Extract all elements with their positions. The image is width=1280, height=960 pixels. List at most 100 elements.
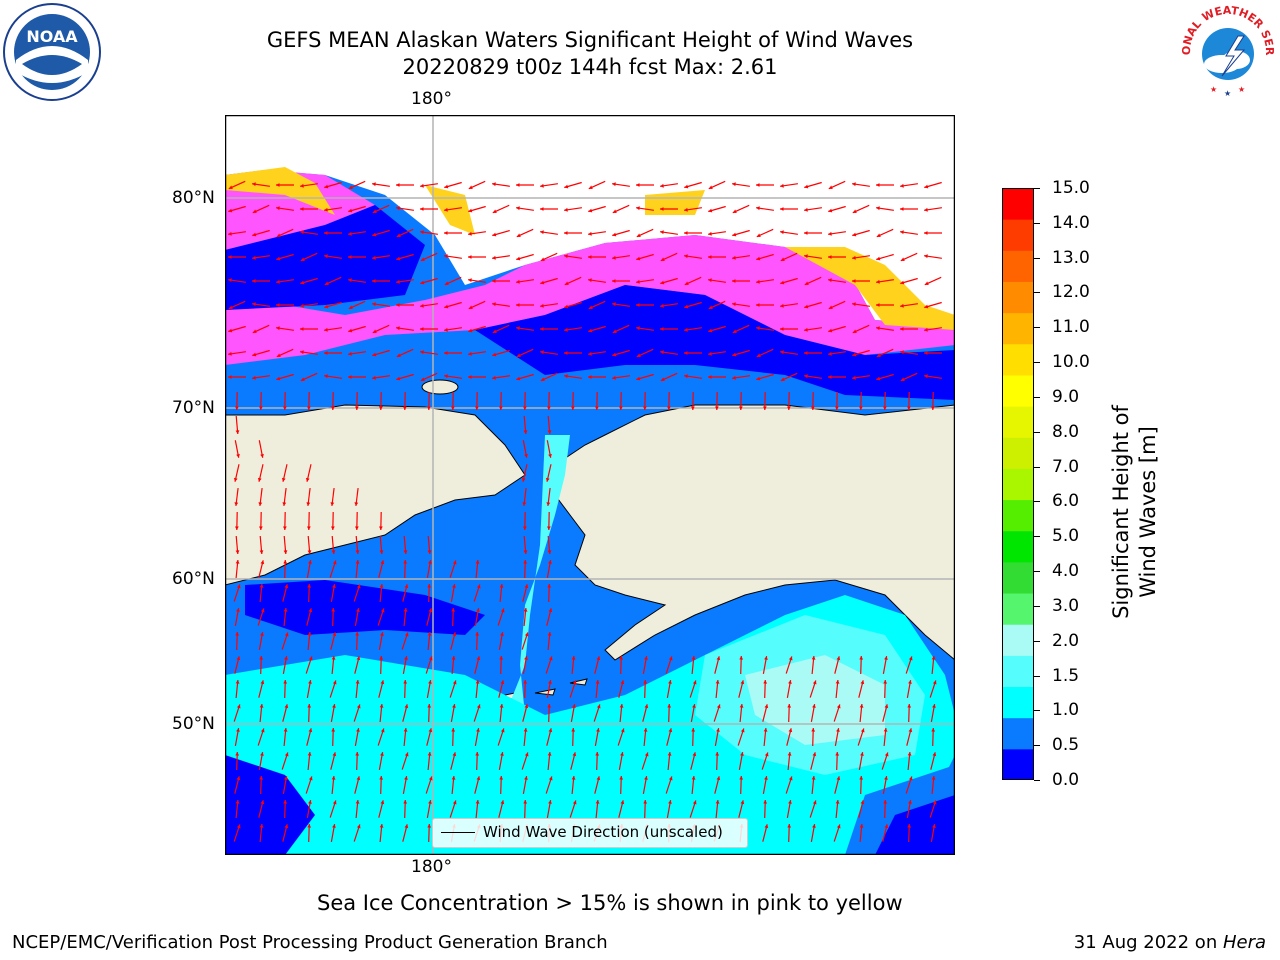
colorbar-swatch bbox=[1002, 468, 1034, 501]
wave-direction-arrowhead bbox=[548, 454, 552, 458]
wave-direction-arrowhead bbox=[523, 680, 528, 684]
wave-direction-arrowhead bbox=[545, 477, 550, 482]
wave-direction-arrowhead bbox=[732, 375, 736, 380]
wave-direction-arrowhead bbox=[524, 584, 529, 589]
wave-direction-arrowhead bbox=[908, 728, 913, 733]
wave-direction-arrowhead bbox=[236, 824, 241, 829]
wave-direction-arrowhead bbox=[428, 800, 432, 804]
wave-direction-arrowhead bbox=[788, 776, 793, 781]
wave-direction-arrowhead bbox=[332, 800, 337, 805]
wave-direction-arrowhead bbox=[355, 526, 359, 530]
wave-direction-arrowhead bbox=[260, 800, 265, 805]
wave-direction-arrowhead bbox=[428, 776, 433, 781]
lon-label-bottom: 180° bbox=[411, 857, 452, 877]
wave-direction-arrowhead bbox=[355, 800, 360, 804]
wave-direction-arrowhead bbox=[836, 656, 841, 661]
wave-direction-arrowhead bbox=[692, 752, 697, 757]
colorbar-tick-label: 15.0 bbox=[1052, 178, 1090, 198]
wave-direction-arrowhead bbox=[228, 231, 232, 236]
wave-direction-arrowhead bbox=[331, 656, 336, 660]
colorbar-tick-mark bbox=[1034, 327, 1040, 329]
wave-direction-arrowhead bbox=[836, 704, 841, 709]
wave-direction-arrowhead bbox=[330, 502, 335, 506]
wave-direction-arrowhead bbox=[324, 207, 328, 212]
wave-direction-arrowhead bbox=[355, 632, 360, 636]
wave-direction-arrowhead bbox=[804, 254, 808, 259]
wave-direction-arrowhead bbox=[523, 560, 528, 564]
wave-direction-arrowhead bbox=[684, 254, 688, 259]
wave-direction-arrowhead bbox=[379, 656, 384, 660]
wave-direction-arrowhead bbox=[420, 280, 425, 285]
colorbar-swatch bbox=[1002, 281, 1034, 314]
colorbar-label: Significant Height of Wind Waves [m] bbox=[1109, 405, 1160, 619]
wave-direction-arrowhead bbox=[348, 278, 352, 283]
wave-direction-arrowhead bbox=[300, 377, 305, 381]
land-alaska bbox=[554, 404, 956, 662]
wave-direction-arrowhead bbox=[876, 183, 880, 187]
wave-direction-arrowhead bbox=[644, 752, 649, 757]
wave-direction-arrowhead bbox=[612, 209, 617, 213]
nws-logo: NATIONAL WEATHER SERVICE ★ ★ ★ bbox=[1173, 0, 1278, 106]
wave-direction-arrowhead bbox=[252, 375, 256, 380]
wave-direction-arrowhead bbox=[524, 656, 528, 660]
wave-direction-arrowhead bbox=[276, 303, 280, 307]
wave-direction-arrowhead bbox=[667, 704, 672, 708]
wave-direction-arrowhead bbox=[228, 305, 233, 309]
wave-direction-arrowhead bbox=[372, 302, 376, 307]
wave-direction-arrowhead bbox=[500, 728, 505, 733]
wave-direction-arrowhead bbox=[548, 656, 553, 661]
wave-direction-arrowhead bbox=[252, 302, 256, 307]
wave-direction-arrowhead bbox=[788, 680, 792, 684]
wave-direction-arrowhead bbox=[595, 406, 599, 410]
wave-direction-arrowhead bbox=[476, 728, 480, 732]
wave-direction-arrowhead bbox=[756, 376, 761, 381]
wave-direction-arrowhead bbox=[852, 209, 857, 213]
wave-direction-arrowhead bbox=[828, 375, 832, 379]
wave-direction-arrowhead bbox=[812, 752, 817, 757]
colorbar-tick-mark bbox=[1034, 257, 1040, 259]
wave-direction-arrowhead bbox=[355, 680, 360, 684]
colorbar-swatch bbox=[1002, 219, 1034, 251]
wave-direction-arrowhead bbox=[900, 207, 904, 211]
wave-direction-arrowhead bbox=[660, 257, 665, 261]
wave-direction-arrowhead bbox=[235, 550, 240, 554]
wave-direction-arrowhead bbox=[404, 824, 409, 829]
wave-direction-arrowhead bbox=[451, 656, 456, 660]
wave-direction-arrowhead bbox=[236, 584, 241, 589]
colorbar-tick-label: 14.0 bbox=[1052, 212, 1090, 233]
wave-direction-arrowhead bbox=[523, 800, 528, 804]
wave-direction-arrowhead bbox=[780, 207, 784, 211]
wave-direction-arrowhead bbox=[258, 502, 263, 506]
wave-direction-arrowhead bbox=[932, 752, 937, 757]
wave-direction-arrowhead bbox=[883, 728, 888, 732]
wave-direction-arrowhead bbox=[500, 752, 504, 756]
wave-direction-arrowhead bbox=[308, 608, 313, 613]
wave-direction-arrowhead bbox=[524, 776, 528, 780]
wave-direction-arrowhead bbox=[588, 255, 592, 259]
wave-direction-arrowhead bbox=[684, 207, 688, 212]
wave-direction-arrowhead bbox=[900, 280, 905, 285]
wave-direction-arrowhead bbox=[420, 257, 425, 261]
wave-direction-arrowhead bbox=[764, 704, 769, 709]
wave-direction-arrowhead bbox=[235, 800, 240, 804]
colorbar-tick-mark bbox=[1034, 710, 1040, 712]
wave-direction-arrowhead bbox=[284, 584, 289, 589]
wave-direction-arrowhead bbox=[372, 255, 376, 260]
wave-direction-arrowhead bbox=[283, 608, 288, 612]
wave-direction-arrowhead bbox=[836, 824, 841, 829]
wave-direction-arrowhead bbox=[523, 430, 528, 434]
wave-direction-arrowhead bbox=[283, 550, 288, 554]
wave-direction-arrowhead bbox=[476, 656, 481, 661]
wave-direction-arrowhead bbox=[588, 231, 592, 236]
wave-direction-arrowhead bbox=[860, 800, 865, 805]
wave-direction-arrowhead bbox=[852, 329, 857, 333]
wave-direction-arrowhead bbox=[876, 279, 880, 284]
wave-direction-arrowhead bbox=[572, 752, 577, 757]
wave-direction-arrowhead bbox=[684, 281, 689, 285]
wave-direction-arrowhead bbox=[572, 680, 577, 685]
wave-direction-arrowhead bbox=[324, 327, 328, 332]
wave-direction-arrowhead bbox=[684, 374, 688, 379]
wave-direction-arrowhead bbox=[780, 257, 785, 261]
colorbar-tick-label: 1.0 bbox=[1052, 700, 1080, 721]
wave-direction-arrowhead bbox=[523, 406, 527, 410]
